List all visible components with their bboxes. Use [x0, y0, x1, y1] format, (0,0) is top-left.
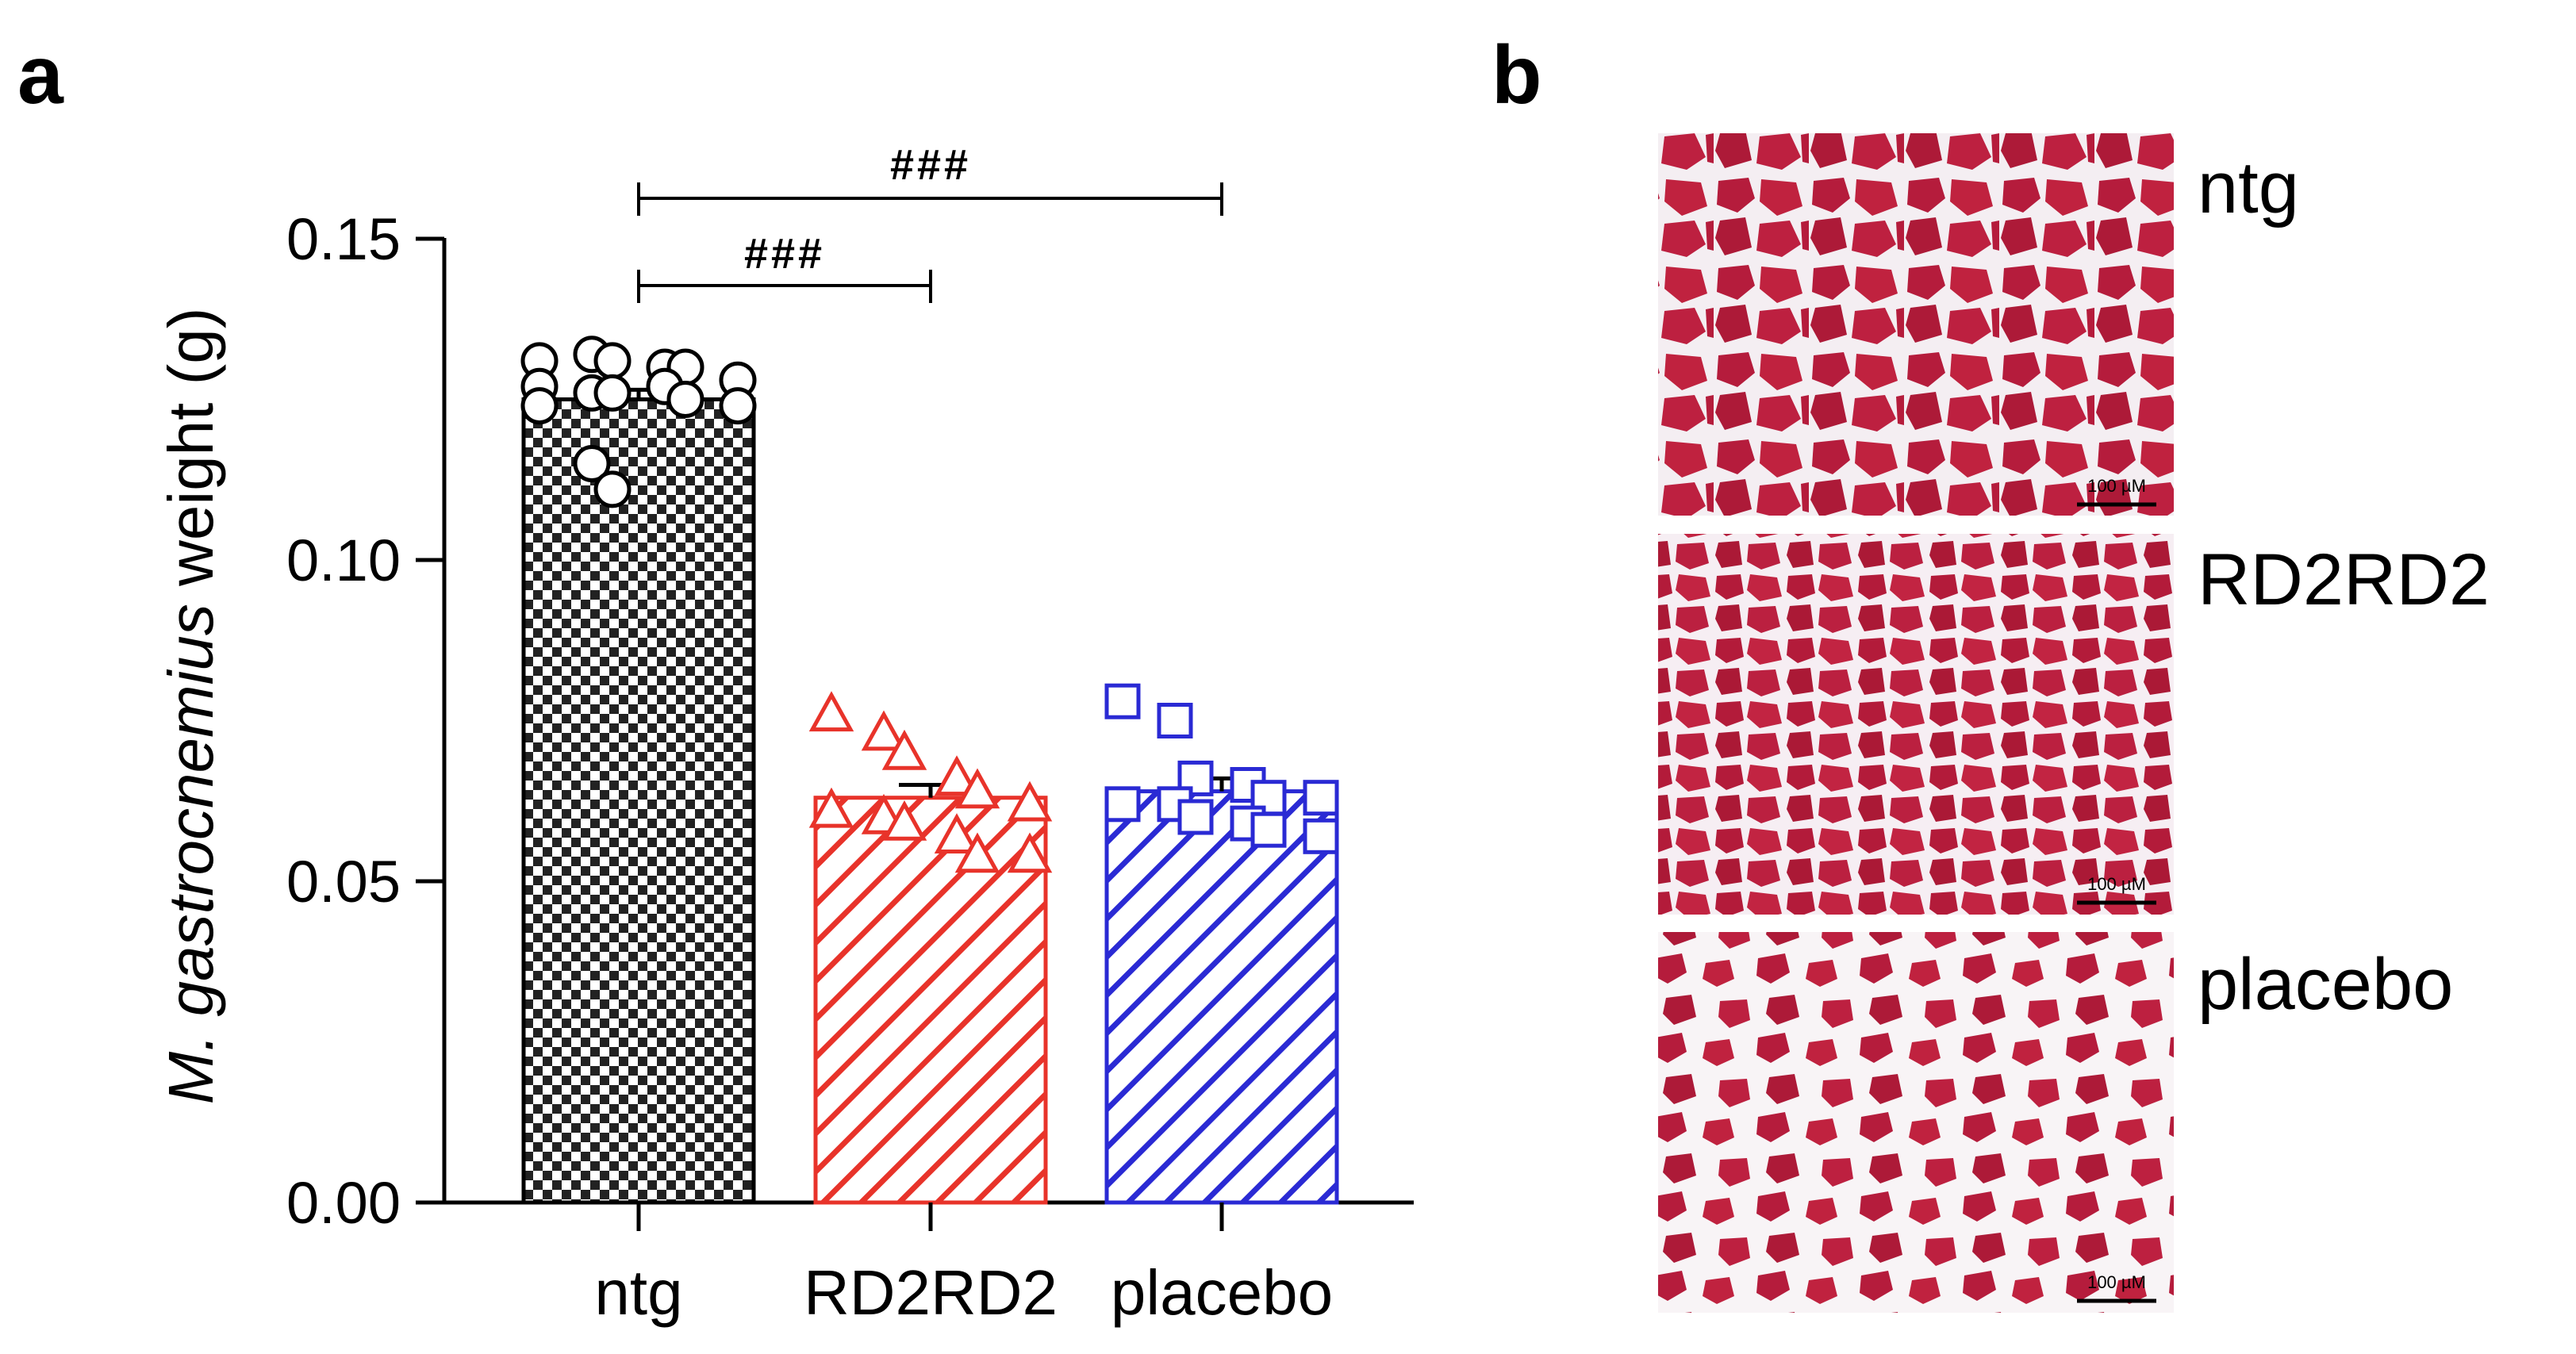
data-point-rd2rd2	[1007, 781, 1053, 822]
data-point-rd2rd2	[954, 768, 1000, 809]
bar-rd2rd2	[813, 796, 1048, 1205]
y-ticks: 0.00 0.05 0.10 0.15	[286, 206, 444, 1236]
histology-label-placebo: placebo	[2198, 944, 2453, 1025]
scale-bar-label-placebo: 100 µM	[2087, 1272, 2146, 1292]
x-tick-label-placebo: placebo	[1111, 1257, 1333, 1328]
data-point-rd2rd2	[934, 755, 980, 796]
data-point-rd2rd2	[1007, 832, 1053, 873]
y-axis-label: M. gastrocnemius weight (g)	[155, 308, 226, 1105]
histology-label-rd2rd2: RD2RD2	[2198, 539, 2490, 620]
histology-image-ntg	[1658, 133, 2174, 516]
data-point-ntg	[719, 387, 757, 425]
y-tick-label-0: 0.00	[286, 1170, 401, 1236]
data-point-rd2rd2	[808, 787, 854, 828]
histology-image-placebo	[1658, 932, 2174, 1313]
significance-bracket-ntg-rd2rd2: ###	[637, 230, 932, 303]
data-point-placebo	[1157, 703, 1193, 738]
histology-image-rd2rd2	[1658, 534, 2174, 915]
significance-label-2: ###	[890, 141, 971, 189]
data-point-rd2rd2	[934, 813, 980, 853]
data-point-placebo	[1104, 683, 1141, 719]
y-tick-label-3: 0.15	[286, 206, 401, 272]
data-point-placebo	[1303, 780, 1339, 816]
data-point-rd2rd2	[861, 710, 907, 751]
points-placebo	[1104, 683, 1339, 854]
data-point-ntg	[520, 387, 559, 425]
significance-label-1: ###	[744, 230, 825, 278]
data-point-ntg	[573, 445, 611, 482]
panel-letter-a: a	[17, 29, 64, 121]
bar-placebo	[1104, 789, 1339, 1205]
histology-rd2rd2: 100 µM	[1658, 534, 2174, 915]
data-point-rd2rd2	[808, 691, 854, 732]
x-tick-label-rd2rd2: RD2RD2	[804, 1257, 1058, 1328]
data-point-placebo	[1250, 811, 1287, 848]
data-point-placebo	[1177, 799, 1214, 835]
data-point-rd2rd2	[881, 800, 927, 841]
y-tick-label-1: 0.05	[286, 849, 401, 915]
histology-placebo: 100 µM	[1658, 932, 2174, 1313]
points-ntg	[520, 336, 757, 508]
data-point-rd2rd2	[881, 729, 927, 770]
scale-bar-label-ntg: 100 µM	[2087, 476, 2146, 496]
data-point-placebo	[1303, 818, 1339, 854]
data-point-ntg	[593, 342, 632, 380]
histology-label-ntg: ntg	[2198, 148, 2299, 228]
x-tick-label-ntg: ntg	[594, 1257, 682, 1328]
data-point-ntg	[666, 381, 704, 418]
panel-letter-b: b	[1491, 29, 1542, 121]
y-tick-label-2: 0.10	[286, 527, 401, 593]
data-point-placebo	[1104, 786, 1141, 823]
points-rd2rd2	[808, 691, 1053, 873]
data-point-rd2rd2	[954, 832, 1000, 873]
scale-bar-label-rd2rd2: 100 µM	[2087, 874, 2146, 894]
data-point-ntg	[593, 374, 632, 412]
data-point-ntg	[593, 470, 632, 508]
bar-ntg	[521, 397, 756, 1205]
significance-bracket-ntg-placebo: ###	[637, 141, 1223, 216]
histology-ntg: 100 µM	[1658, 133, 2174, 516]
